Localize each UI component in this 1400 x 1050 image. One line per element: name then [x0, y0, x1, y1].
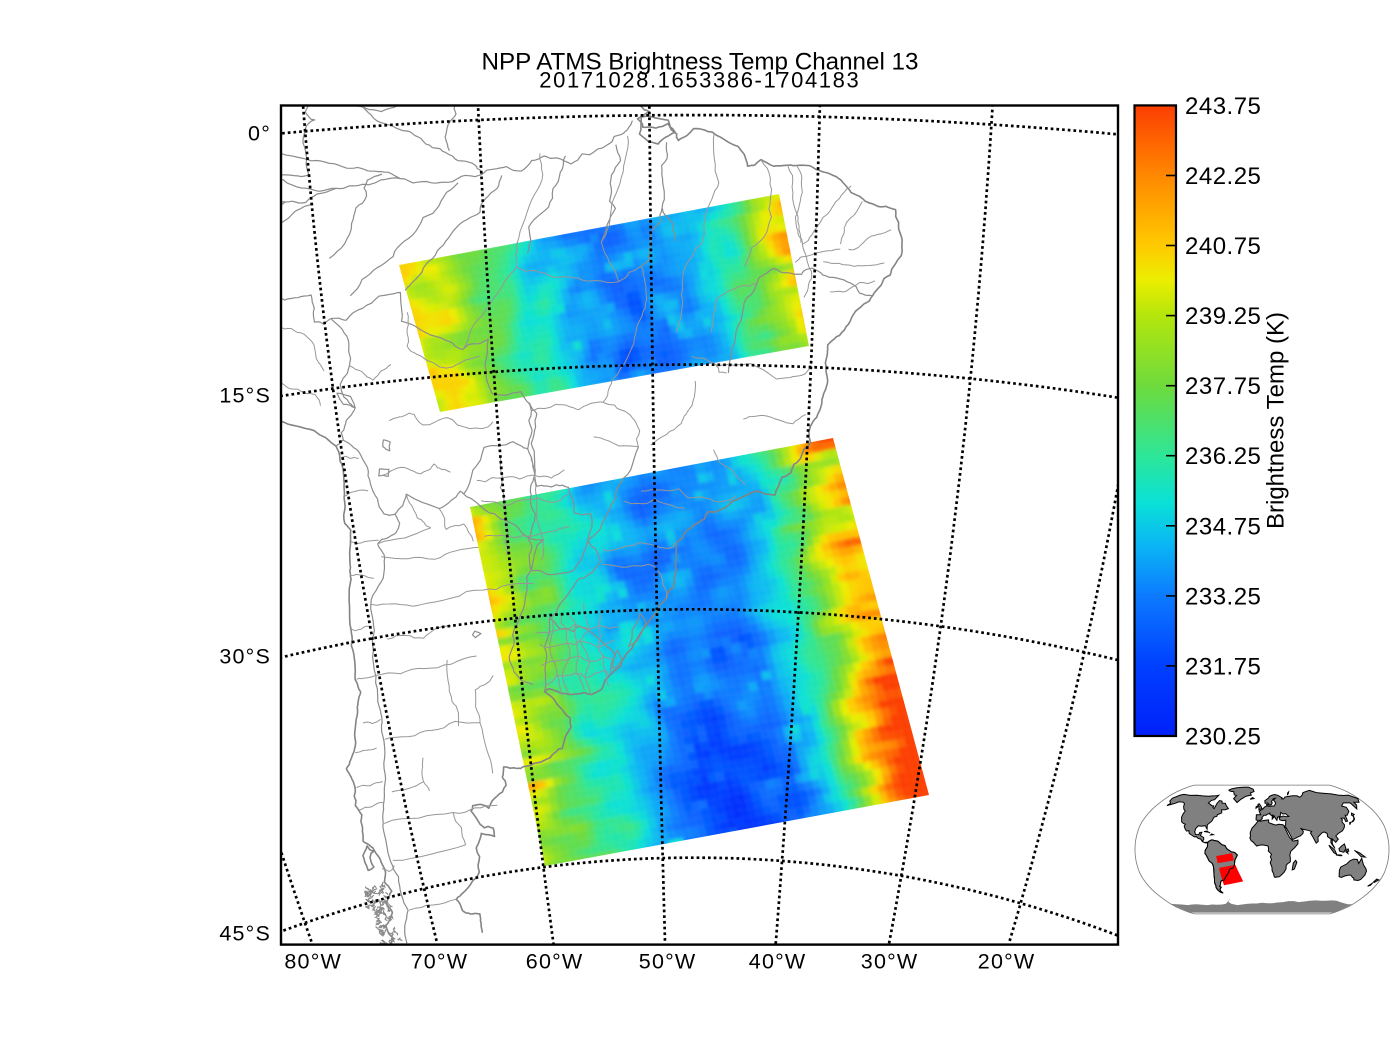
- svg-text:243.75: 243.75: [1185, 93, 1261, 120]
- svg-text:80°W: 80°W: [284, 950, 342, 974]
- svg-text:233.25: 233.25: [1185, 583, 1261, 610]
- svg-text:NPP ATMS Brightness Temp Chann: NPP ATMS Brightness Temp Channel 13: [482, 49, 919, 76]
- svg-text:230.25: 230.25: [1185, 724, 1261, 751]
- svg-text:0°: 0°: [248, 121, 271, 145]
- svg-text:239.25: 239.25: [1185, 303, 1261, 330]
- svg-text:50°W: 50°W: [639, 950, 697, 974]
- svg-text:242.25: 242.25: [1185, 163, 1261, 190]
- svg-text:237.75: 237.75: [1185, 373, 1261, 400]
- svg-text:30°W: 30°W: [861, 950, 919, 974]
- svg-text:231.75: 231.75: [1185, 653, 1261, 680]
- svg-text:20°W: 20°W: [978, 950, 1036, 974]
- svg-text:40°W: 40°W: [749, 950, 807, 974]
- svg-text:Brightness Temp (K): Brightness Temp (K): [1263, 312, 1290, 529]
- svg-text:20171028.1653386-1704183: 20171028.1653386-1704183: [539, 68, 860, 93]
- svg-text:234.75: 234.75: [1185, 513, 1261, 540]
- svg-text:45°S: 45°S: [219, 921, 271, 945]
- svg-text:30°S: 30°S: [219, 644, 271, 668]
- svg-text:236.25: 236.25: [1185, 443, 1261, 470]
- svg-text:60°W: 60°W: [526, 950, 584, 974]
- svg-text:15°S: 15°S: [219, 383, 271, 407]
- svg-text:70°W: 70°W: [411, 950, 469, 974]
- svg-text:240.75: 240.75: [1185, 233, 1261, 260]
